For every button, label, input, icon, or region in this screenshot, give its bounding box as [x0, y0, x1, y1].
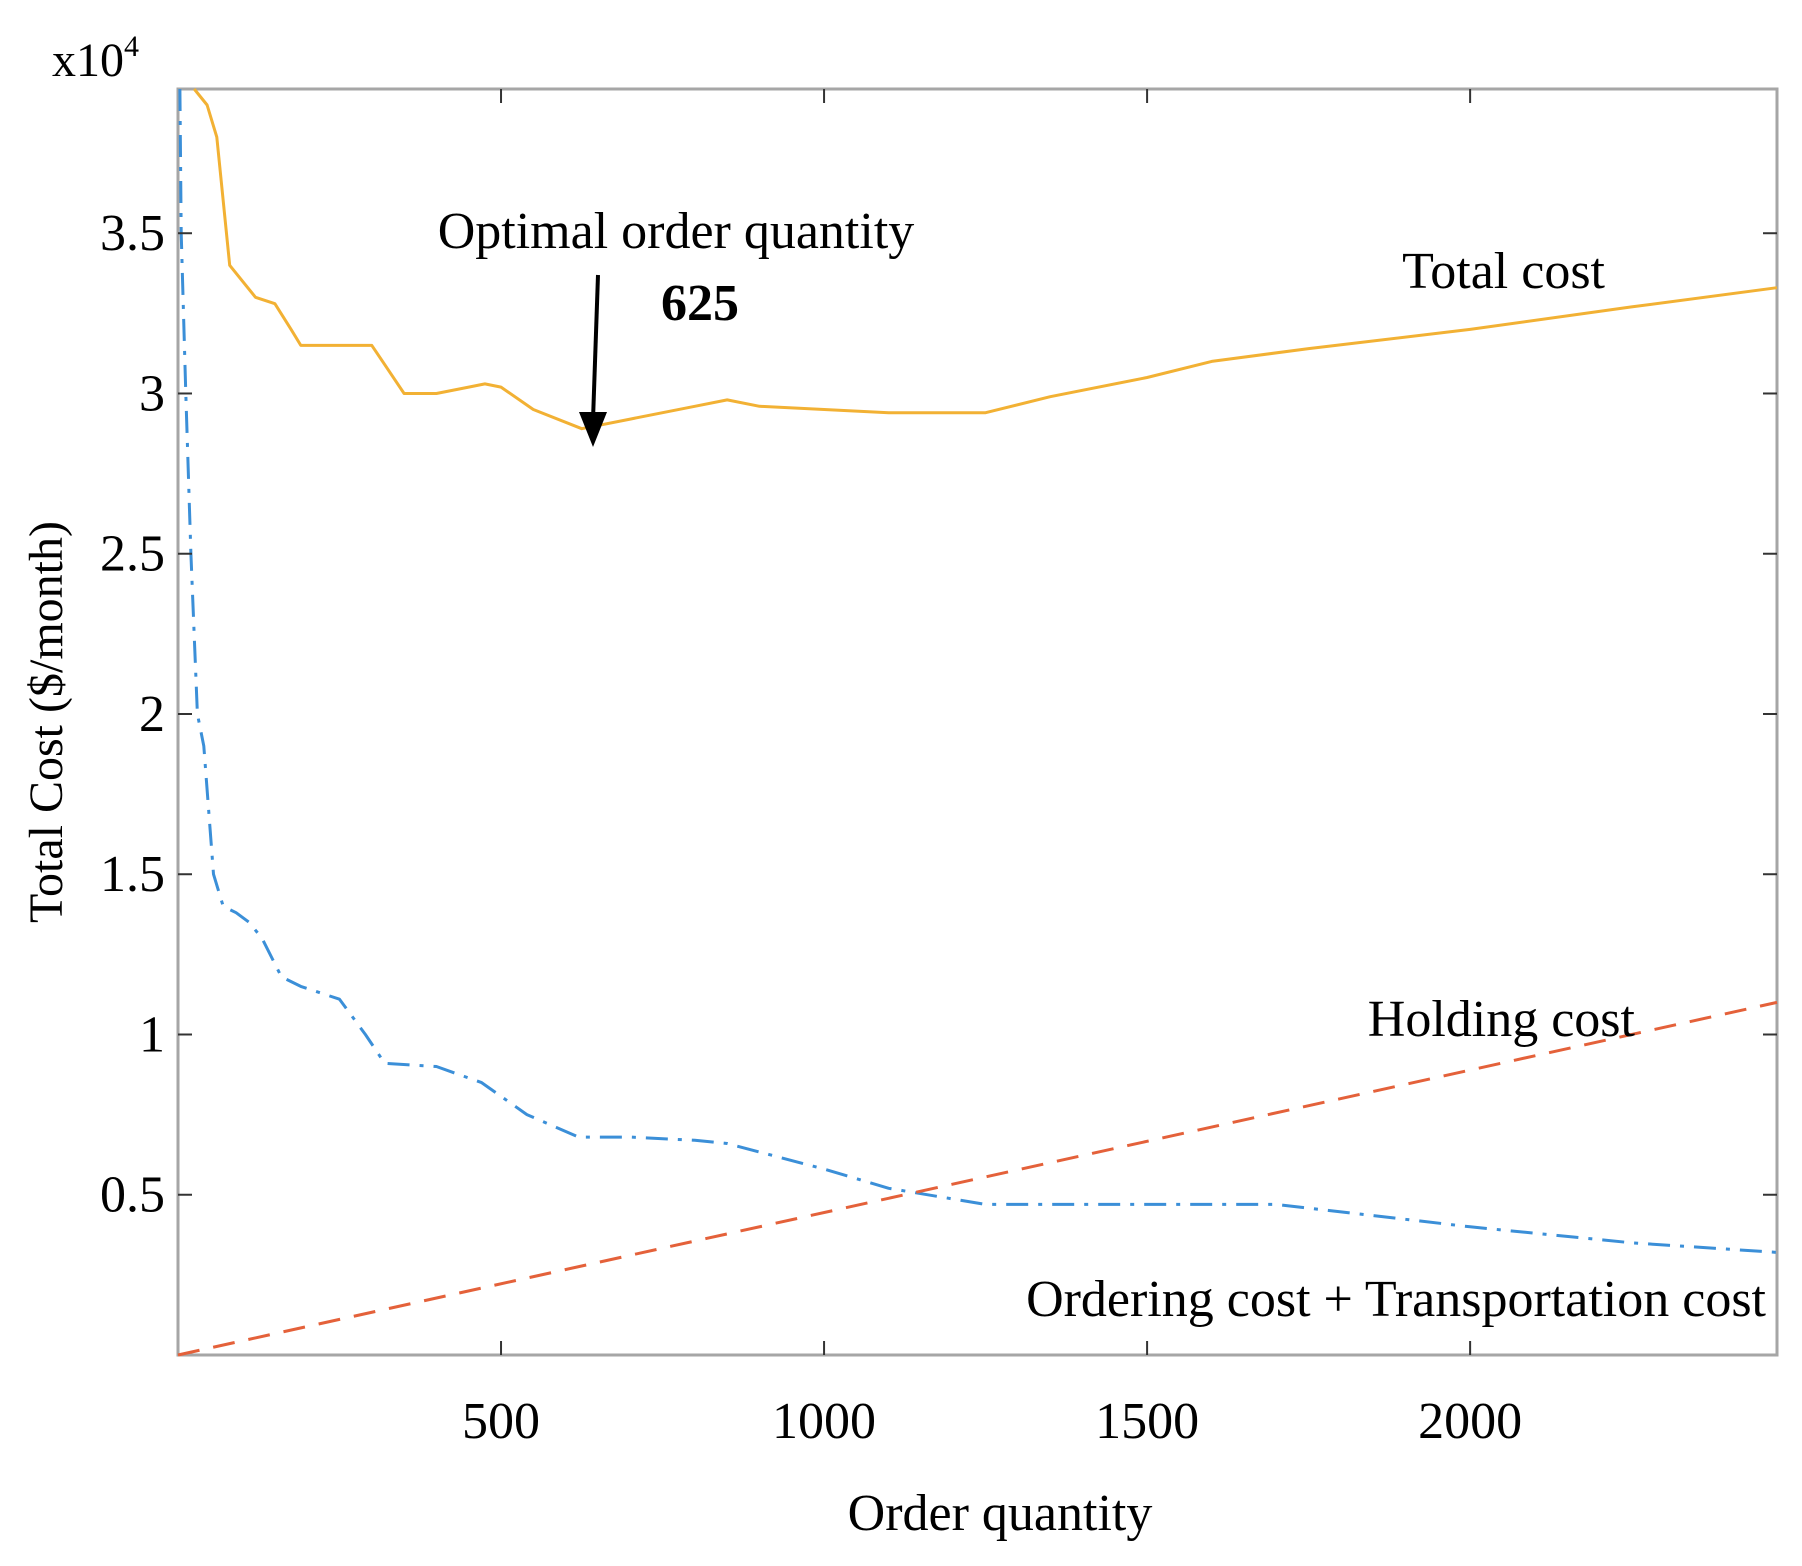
ordering-transport-cost-label: Ordering cost + Transportation cost: [1026, 1271, 1766, 1328]
y-tick-label: 3: [139, 365, 165, 422]
optimal-order-annotation: Optimal order quantity: [438, 203, 915, 260]
x-tick-label: 500: [462, 1393, 540, 1450]
holding-cost-label: Holding cost: [1368, 991, 1636, 1048]
series-layer: [177, 88, 1778, 1357]
optimal-order-arrow-head: [579, 412, 607, 447]
y-exponent-power: 4: [124, 30, 139, 63]
y-tick-label: 2: [139, 686, 165, 743]
y-tick-label: 0.5: [100, 1167, 165, 1224]
y-tick-label: 2.5: [100, 526, 165, 583]
x-tick-label: 2000: [1418, 1393, 1522, 1450]
x-tick-label: 1500: [1095, 1393, 1199, 1450]
plot-area: [176, 87, 1779, 1357]
total-cost-label: Total cost: [1402, 243, 1605, 300]
series-line-holding-cost: [177, 1000, 1778, 1357]
optimal-order-value: 625: [661, 275, 739, 332]
series-line-ordering-cost-transportation-cost: [178, 88, 1778, 1254]
y-exponent-base: x10: [52, 34, 124, 87]
x-ticks: 500 1000 1500 2000: [462, 89, 1522, 1450]
y-axis-label: Total Cost ($/month): [20, 521, 73, 923]
optimal-order-arrow-shaft: [591, 274, 600, 421]
x-axis-label: Order quantity: [848, 1485, 1153, 1542]
x-tick-label: 1000: [772, 1393, 876, 1450]
series-line-total-cost: [193, 88, 1778, 431]
y-tick-label: 3.5: [100, 205, 165, 262]
y-tick-label: 1: [139, 1006, 165, 1063]
y-tick-label: 1.5: [100, 846, 165, 903]
y-ticks: 0.5 1 1.5 2 2.5 3 3.5: [100, 205, 1777, 1224]
plot-frame: [176, 87, 1779, 1357]
y-exponent-label: x104: [52, 30, 139, 87]
